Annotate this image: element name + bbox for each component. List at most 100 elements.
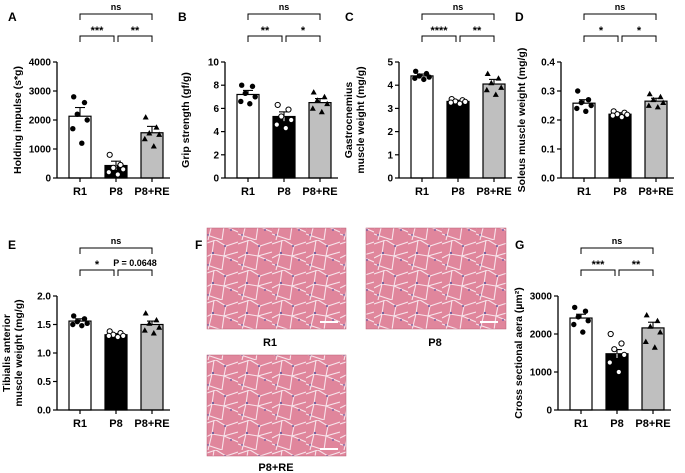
- data-point-p8re: [492, 91, 499, 97]
- data-point-p8: [105, 169, 112, 176]
- chart-panel-d: D 0.0 0.1 0.2 0.3 0.4 R1 P8 P8+RE Soleus muscle w…: [515, 2, 674, 198]
- data-point-r1: [588, 102, 594, 109]
- data-point-r1: [79, 322, 85, 329]
- data-point-p8re: [150, 143, 157, 149]
- bar-p8-re: [482, 83, 506, 179]
- x-tick-label: R1: [577, 186, 591, 198]
- significance-bracket: [580, 269, 616, 276]
- data-point-r1: [575, 314, 581, 320]
- data-point-p8re: [153, 124, 160, 130]
- data-point-p8re: [153, 316, 160, 323]
- chart-panel-a: A 0 1000 2000 3000 4000 R1 P8 P8+RE Holding impul…: [8, 2, 170, 198]
- data-point-r1: [252, 94, 258, 100]
- data-point-r1: [574, 105, 580, 112]
- significance-label: *: [301, 25, 306, 37]
- data-point-p8re: [146, 130, 153, 136]
- y-axis-label: Cross sectional aera (µm²): [513, 287, 525, 419]
- data-point-p8: [606, 359, 613, 366]
- histology-panel-f: F R1 P8 P8+RE: [195, 227, 507, 473]
- data-point-p8re: [643, 312, 650, 318]
- y-tick-label: 0.1: [541, 145, 555, 156]
- y-tick-label: 0.3: [541, 87, 555, 98]
- y-axis-label-line: muscle weight (mg/g): [355, 66, 367, 173]
- data-point-p8re: [141, 327, 148, 333]
- data-point-p8re: [645, 102, 652, 108]
- y-axis-label-line: Holding impulse (s*g): [12, 66, 24, 174]
- data-point-p8: [611, 346, 618, 353]
- data-point-r1: [84, 320, 90, 327]
- bar-p8-re: [644, 100, 668, 179]
- data-point-p8re: [484, 70, 491, 76]
- y-tick-label: 5: [387, 58, 393, 69]
- he-micrograph-r1: R1: [206, 227, 347, 349]
- x-tick-label: R1: [241, 186, 255, 198]
- data-point-p8re: [156, 131, 163, 137]
- micrograph-label: P8: [428, 337, 441, 349]
- panel-letter: A: [8, 10, 17, 24]
- he-image: [365, 227, 507, 330]
- y-tick-label: 10: [208, 58, 220, 69]
- data-point-p8: [462, 98, 469, 106]
- data-point-p8: [105, 332, 112, 339]
- data-point-p8re: [495, 75, 502, 81]
- x-tick-label: P8+RE: [302, 186, 337, 198]
- y-tick-label: 6: [213, 104, 219, 115]
- data-point-p8: [110, 164, 117, 171]
- data-point-p8re: [651, 344, 658, 350]
- data-point-p8: [288, 116, 295, 124]
- data-point-r1: [81, 99, 88, 106]
- data-point-p8re: [141, 135, 148, 142]
- significance-bracket: [117, 35, 153, 42]
- data-point-p8: [615, 368, 622, 376]
- micrograph-label: R1: [263, 337, 277, 349]
- panel-letter: E: [8, 238, 16, 252]
- y-tick-label: 2: [213, 150, 219, 161]
- data-point-p8re: [650, 96, 657, 103]
- y-tick-label: 0.4: [541, 58, 555, 69]
- y-tick-label: 0: [546, 406, 552, 417]
- he-micrograph-p8: P8: [365, 227, 507, 349]
- x-tick-label: P8: [277, 186, 290, 198]
- data-point-p8re: [146, 320, 153, 326]
- data-point-p8re: [657, 93, 664, 100]
- data-point-r1: [583, 108, 589, 115]
- data-point-r1: [572, 304, 578, 311]
- data-point-r1: [238, 98, 244, 105]
- data-point-p8: [456, 100, 463, 107]
- y-axis-label: Soleus muscle weight (mg/g): [516, 48, 528, 193]
- x-tick-label: P8: [610, 418, 623, 430]
- y-tick-label: 2000: [530, 330, 553, 341]
- y-axis-label-line: muscle weight (mg/g): [13, 299, 25, 406]
- data-point-p8re: [483, 86, 490, 93]
- data-point-p8re: [646, 90, 653, 97]
- data-point-r1: [70, 126, 76, 132]
- data-point-r1: [585, 97, 592, 103]
- data-point-p8re: [314, 97, 321, 103]
- data-point-p8re: [660, 99, 667, 105]
- y-tick-label: 0.0: [541, 174, 555, 185]
- data-point-p8re: [318, 108, 325, 115]
- significance-label: **: [473, 25, 482, 37]
- bar-p8: [446, 100, 470, 179]
- data-point-p8: [274, 101, 281, 109]
- significance-bracket: [618, 269, 654, 276]
- data-point-r1: [585, 318, 591, 324]
- significance-label: *: [637, 25, 642, 37]
- data-point-p8: [117, 161, 124, 169]
- y-tick-label: 0.2: [541, 116, 555, 127]
- data-point-p8re: [309, 105, 316, 111]
- significance-label: ns: [111, 2, 122, 12]
- data-point-p8: [114, 333, 121, 341]
- he-image: [206, 227, 347, 330]
- panel-letter: F: [195, 238, 202, 252]
- y-tick-label: 4: [387, 81, 393, 92]
- significance-label: *: [599, 25, 604, 37]
- y-tick-label: 8: [213, 81, 219, 92]
- data-point-r1: [247, 101, 253, 107]
- x-tick-label: R1: [73, 186, 87, 198]
- data-point-r1: [74, 318, 81, 325]
- bar-p8: [104, 334, 128, 411]
- data-point-r1: [71, 94, 77, 100]
- y-tick-label: 2000: [29, 116, 52, 127]
